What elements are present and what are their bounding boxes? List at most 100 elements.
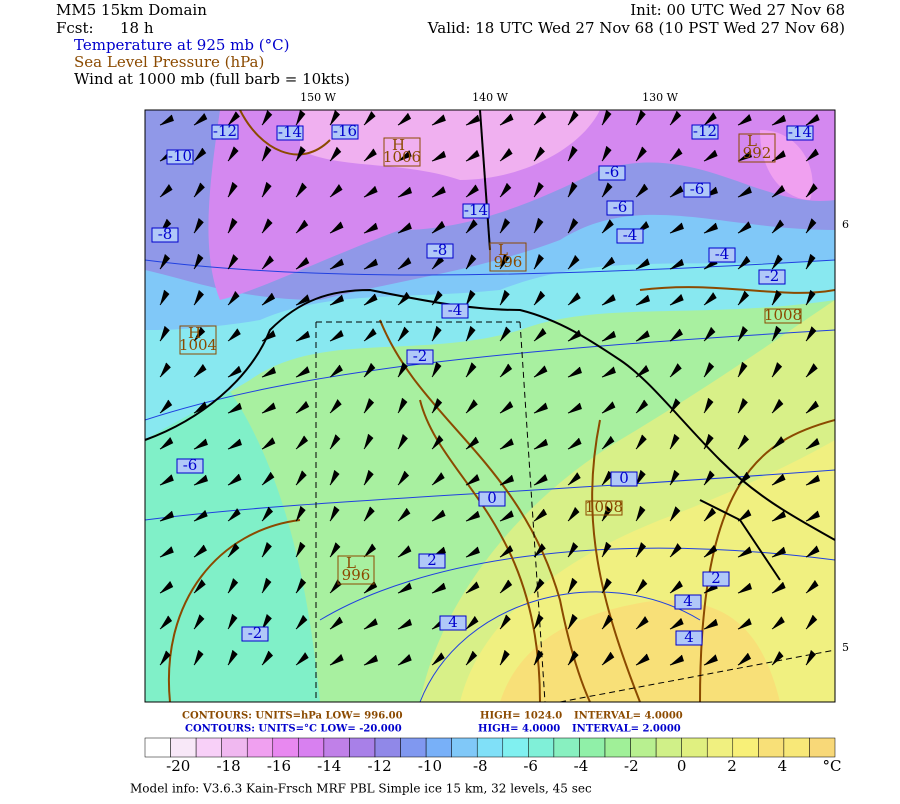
label-box <box>683 182 711 198</box>
colorbar-swatch <box>476 737 504 758</box>
longitude: 140 W <box>472 91 508 104</box>
label-box <box>610 471 638 487</box>
pressure-letter: L <box>747 132 757 150</box>
pressure-letter: L <box>346 554 356 572</box>
label-box <box>276 125 304 141</box>
colorbar-swatch <box>783 737 810 758</box>
label-box <box>179 325 217 355</box>
colorbar-tick: -12 <box>368 757 392 775</box>
colorbar-tick: -8 <box>473 757 488 775</box>
colorbar-swatch <box>604 737 631 758</box>
label-box <box>406 349 434 365</box>
colorbar-swatch <box>195 737 222 758</box>
pressure-label: 992 <box>743 144 772 162</box>
label-box <box>489 242 527 272</box>
temperature-label: -6 <box>605 163 620 181</box>
temperature-label: -6 <box>183 456 198 474</box>
temperature-label: -14 <box>278 123 302 141</box>
temperature-label: -14 <box>788 123 812 141</box>
label-box <box>585 500 623 516</box>
contour-labels: -12 -14 -16 -10 -8 -14 -8 -4 -2 -6 -6 -6 -12 -14 -4 -4 -… <box>151 122 814 646</box>
label-box <box>758 269 786 285</box>
temperature-label: -2 <box>413 347 428 365</box>
colorbar-swatch <box>349 737 376 758</box>
label-box <box>764 308 802 324</box>
temperature-label: -4 <box>715 245 730 263</box>
label-box <box>418 553 446 569</box>
colorbar-tick: 2 <box>727 757 737 775</box>
temperature-label: -6 <box>690 180 705 198</box>
colorbar-swatch <box>502 737 529 758</box>
colorbar-tick: -14 <box>317 757 341 775</box>
map-field <box>144 109 836 703</box>
pressure-letter: H <box>188 324 201 342</box>
temperature-label: 4 <box>448 613 458 631</box>
pressure-letter: H <box>392 136 405 154</box>
colorbar-swatch <box>451 737 478 758</box>
colorbar-swatch <box>579 737 606 758</box>
label-box <box>166 149 194 165</box>
temperature-label: -4 <box>448 301 463 319</box>
colorbar-swatch <box>655 737 682 758</box>
footer-t-high: HIGH= 4.0000 <box>478 724 560 735</box>
pressure-label: 1008 <box>585 498 623 516</box>
footer-t: CONTOURS: UNITS=°C LOW= -20.000 <box>185 724 402 735</box>
fcst: 18 h <box>120 19 154 37</box>
label-box <box>426 243 454 259</box>
field-wind: Wind at 1000 mb (full barb = 10kts) <box>74 70 350 88</box>
footer-slp-high: HIGH= 1024.0 <box>480 711 562 722</box>
label-box <box>606 200 634 216</box>
temperature-label: -2 <box>765 267 780 285</box>
footer-slp: CONTOURS: UNITS=hPa LOW= 996.00 <box>182 711 403 722</box>
label-box <box>616 228 644 244</box>
temperature-label: 2 <box>711 569 721 587</box>
colorbar-swatch <box>528 737 555 758</box>
label-box <box>241 626 269 642</box>
fcst-label: Fcst: <box>56 19 94 37</box>
label-box <box>337 555 375 585</box>
colorbar-swatch <box>758 737 785 758</box>
colorbar-swatch <box>553 737 580 758</box>
label-box <box>462 203 490 219</box>
label-box <box>786 125 814 141</box>
colorbar-tick: -20 <box>166 757 190 775</box>
colorbar-swatch <box>272 737 299 758</box>
footer-t-interval: INTERVAL= 2.0000 <box>572 724 681 735</box>
label-box <box>439 615 467 631</box>
colorbar-swatch <box>681 737 708 758</box>
colorbar-tick: -2 <box>624 757 639 775</box>
pressure-label: 996 <box>342 566 371 584</box>
latitude: 6 <box>842 218 849 231</box>
field-temperature: Temperature at 925 mb (°C) <box>74 36 289 54</box>
colorbar-swatch <box>323 737 350 758</box>
colorbar-tick: -10 <box>418 757 442 775</box>
field-pressure: Sea Level Pressure (hPa) <box>74 53 264 71</box>
label-box <box>331 124 359 140</box>
footer-slp-interval: INTERVAL= 4.0000 <box>574 711 683 722</box>
longitude: 150 W <box>300 91 336 104</box>
colorbar-tick: 0 <box>677 757 687 775</box>
label-box <box>478 491 506 507</box>
temperature-label: 0 <box>487 489 497 507</box>
colorbar-swatch <box>630 737 657 758</box>
latitude: 5 <box>842 641 849 654</box>
temperature-label: -10 <box>168 147 192 165</box>
temperature-label: 2 <box>427 551 437 569</box>
longitude: 130 W <box>642 91 678 104</box>
colorbar-swatch <box>400 737 427 758</box>
colorbar-swatch <box>170 737 197 758</box>
label-box <box>441 303 469 319</box>
label-box <box>691 124 719 140</box>
label-box <box>151 227 179 243</box>
valid: Valid: 18 UTC Wed 27 Nov 68 (10 PST Wed … <box>427 19 845 37</box>
colorbar-swatch <box>298 737 325 758</box>
label-box <box>708 247 736 263</box>
colorbar-tick: -18 <box>216 757 240 775</box>
pressure-label: 1006 <box>383 148 421 166</box>
pressure-label: 1004 <box>179 336 217 354</box>
colorbar-swatch <box>809 737 836 758</box>
label-box <box>702 571 730 587</box>
label-box <box>211 124 239 140</box>
colorbar-unit: °C <box>823 757 842 775</box>
